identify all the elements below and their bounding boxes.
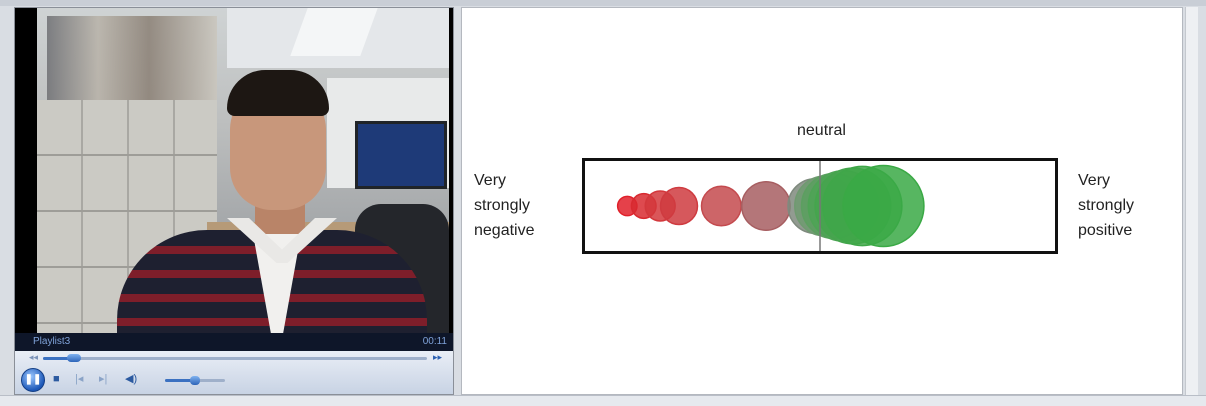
player-info-bar [15, 333, 453, 351]
fast-forward-icon[interactable]: ▸▸ [433, 352, 443, 362]
media-player: Playlist3 00:11 ◂◂ ▸▸ ❚❚ ■ |◂ ▸| ◀) [14, 7, 454, 395]
sentiment-marker-4 [659, 186, 699, 226]
negative-label-line-2: strongly [474, 197, 531, 214]
pause-icon: ❚❚ [24, 374, 42, 385]
positive-label-line-1: Very [1078, 172, 1111, 189]
window-frame-top [0, 0, 1206, 6]
stop-icon: ■ [53, 373, 60, 385]
seek-thumb[interactable] [66, 354, 81, 362]
volume-icon: ◀) [125, 373, 138, 385]
sentiment-marker-6 [741, 181, 791, 231]
sentiment-panel: neutral Very strongly negative Very stro… [461, 7, 1183, 395]
stop-button[interactable]: ■ [53, 373, 60, 385]
video-person-hair [227, 70, 329, 116]
positive-label-line-3: positive [1078, 222, 1133, 239]
playback-time: 00:11 [422, 336, 447, 347]
very-strongly-positive-label: Very strongly positive [1078, 168, 1168, 243]
neutral-label: neutral [797, 122, 846, 139]
previous-button[interactable]: |◂ [75, 373, 83, 385]
very-strongly-negative-label: Very strongly negative [474, 168, 564, 243]
window-frame-bottom [0, 395, 1206, 406]
sentiment-scale [582, 158, 1058, 254]
negative-label-line-1: Very [474, 172, 507, 189]
sentiment-scale-graphic [616, 161, 925, 251]
video-monitor [355, 121, 447, 189]
next-icon: ▸| [99, 373, 108, 385]
rewind-icon[interactable]: ◂◂ [29, 352, 39, 362]
playlist-name: Playlist3 [33, 336, 71, 347]
seek-bar[interactable] [43, 354, 427, 362]
video-shelf [47, 16, 217, 100]
mute-button[interactable]: ◀) [125, 373, 137, 385]
pause-button[interactable]: ❚❚ [21, 368, 45, 392]
panel-scrollbar[interactable] [1185, 7, 1198, 395]
sentiment-marker-5 [700, 185, 742, 227]
volume-fill [165, 379, 195, 382]
sentiment-marker-13 [842, 164, 925, 248]
player-controls: ◂◂ ▸▸ ❚❚ ■ |◂ ▸| ◀) [15, 351, 453, 394]
positive-label-line-2: strongly [1078, 197, 1135, 214]
volume-slider[interactable] [165, 376, 225, 385]
negative-label-line-3: negative [474, 222, 535, 239]
previous-icon: |◂ [75, 373, 84, 385]
video-frame[interactable] [37, 8, 449, 333]
seek-bar-fill [43, 357, 74, 360]
volume-thumb[interactable] [190, 376, 200, 385]
next-button[interactable]: ▸| [99, 373, 107, 385]
